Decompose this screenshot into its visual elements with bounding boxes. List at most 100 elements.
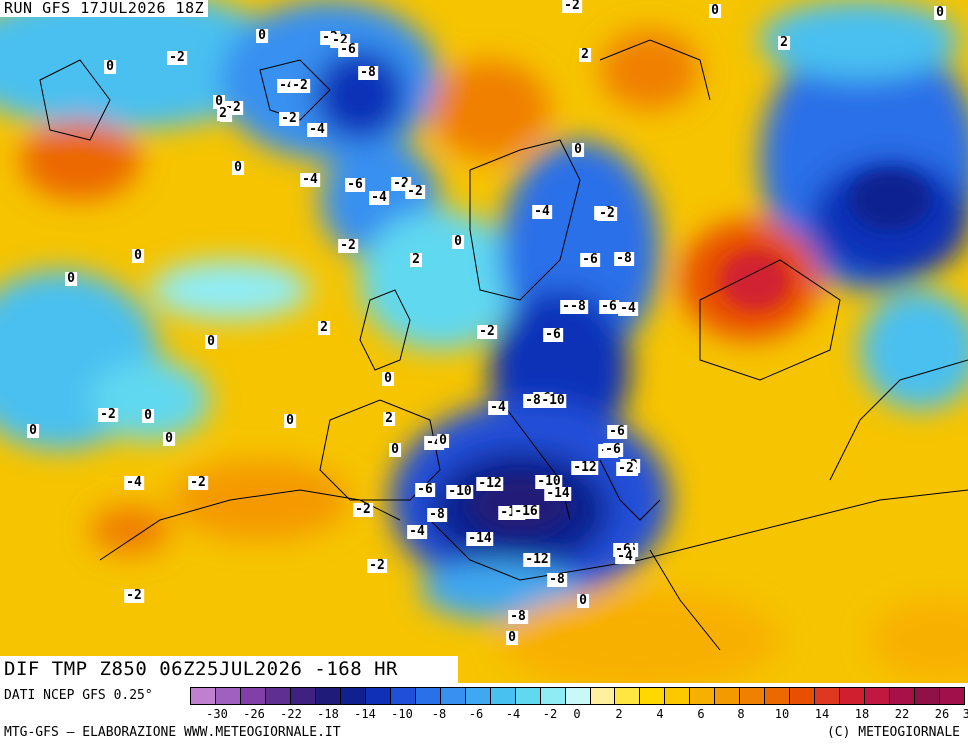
contour-label: 0	[163, 431, 175, 446]
contour-label: -4	[369, 190, 389, 205]
contour-label: -6	[580, 252, 600, 267]
legend-tick-label: 6	[697, 707, 705, 721]
legend-tick-label: -22	[280, 707, 302, 721]
contour-label: 0	[709, 3, 721, 18]
contour-label: 0	[256, 28, 268, 43]
anomaly-field	[0, 0, 968, 683]
contour-label: -8	[358, 65, 378, 80]
contour-label: 2	[410, 252, 422, 267]
contour-label: -14	[466, 531, 494, 546]
legend-tick-label: 10	[774, 707, 790, 721]
contour-label: -4	[407, 524, 427, 539]
contour-label: 0	[132, 248, 144, 263]
contour-label: -10	[535, 474, 563, 489]
legend-tick-label: -4	[505, 707, 521, 721]
footer: DATI NCEP GFS 0.25° -30 -26 -22 -18 -14 -10 -8…	[0, 683, 968, 745]
legend-swatch	[615, 688, 641, 704]
legend-swatch	[740, 688, 766, 704]
legend-swatch	[191, 688, 216, 704]
contour-label: -12	[523, 552, 551, 567]
legend-swatch	[665, 688, 691, 704]
legend-swatch	[315, 688, 341, 704]
contour-label: 2	[318, 320, 330, 335]
contour-label: -6	[345, 177, 365, 192]
legend-swatch	[215, 688, 241, 704]
contour-label: -4	[488, 400, 508, 415]
contour-label: -10	[446, 484, 474, 499]
legend-swatch	[640, 688, 666, 704]
contour-label: 0	[577, 593, 589, 608]
data-source-label: DATI NCEP GFS 0.25°	[4, 688, 153, 703]
legend-swatch	[865, 688, 891, 704]
legend-swatch	[390, 688, 416, 704]
legend-swatch	[765, 688, 791, 704]
contour-label: -8	[427, 507, 447, 522]
contour-label: 2	[383, 411, 395, 426]
contour-label: -8	[547, 572, 567, 587]
contour-label: 0	[232, 160, 244, 175]
legend-swatch	[490, 688, 516, 704]
legend-swatch	[465, 688, 491, 704]
color-scale-ticks: -30 -26 -22 -18 -14 -10 -8 -6 -4 -2 0 2 4 6 8 10 14 18 22 2…	[190, 707, 968, 723]
contour-label: 2	[579, 47, 591, 62]
legend-tick-label: -2	[542, 707, 558, 721]
legend-swatch	[890, 688, 916, 704]
legend-swatch	[690, 688, 716, 704]
contour-label: -6	[603, 442, 623, 457]
contour-label: 0	[27, 423, 39, 438]
legend-tick-label: 4	[656, 707, 664, 721]
contour-label: -6	[338, 42, 358, 57]
contour-label: -2	[338, 238, 358, 253]
legend-tick-label: 0	[573, 707, 581, 721]
legend-swatch	[540, 688, 566, 704]
contour-label: -8	[508, 609, 528, 624]
contour-label: 2	[217, 106, 229, 121]
contour-label: -6	[543, 327, 563, 342]
legend-tick-label: 18	[854, 707, 870, 721]
contour-label: -6	[415, 482, 435, 497]
contour-label: 0	[205, 334, 217, 349]
legend-swatch	[815, 688, 841, 704]
legend-tick-label: 30	[962, 707, 968, 721]
contour-label: 0	[572, 142, 584, 157]
contour-label: -2	[124, 588, 144, 603]
legend-swatch	[440, 688, 466, 704]
contour-label: 0	[437, 433, 449, 448]
legend-swatch	[515, 688, 541, 704]
legend-tick-label: -14	[354, 707, 376, 721]
contour-label: -14	[544, 486, 572, 501]
legend-swatch	[840, 688, 866, 704]
contour-label: 0	[389, 442, 401, 457]
contour-label: -2	[405, 184, 425, 199]
legend-swatch	[265, 688, 291, 704]
legend-tick-label: -6	[468, 707, 484, 721]
contour-label: -2	[597, 206, 617, 221]
contour-label: -16	[512, 504, 540, 519]
legend-tick-label: 26	[934, 707, 950, 721]
contour-label: 0	[382, 371, 394, 386]
contour-label: 0	[65, 271, 77, 286]
contour-label: -4	[615, 549, 635, 564]
contour-label: -8	[568, 299, 588, 314]
contour-label: -2	[279, 111, 299, 126]
legend-swatch	[915, 688, 941, 704]
contour-label: -2	[477, 324, 497, 339]
map-title: DIF TMP Z850 06Z25JUL2026 -168 HR	[0, 656, 458, 683]
legend-tick-label: 22	[894, 707, 910, 721]
credit-left: MTG-GFS – ELABORAZIONE WWW.METEOGIORNALE…	[4, 725, 341, 740]
contour-label: -8	[614, 251, 634, 266]
legend-swatch	[340, 688, 366, 704]
legend-swatch	[715, 688, 741, 704]
contour-label: -4	[307, 122, 327, 137]
contour-label: -10	[539, 393, 567, 408]
contour-label: 0	[104, 59, 116, 74]
legend-swatch	[565, 688, 591, 704]
contour-label: -2	[353, 502, 373, 517]
credit-right: (C) METEOGIORNALE	[826, 725, 960, 740]
contour-label: -2	[562, 0, 582, 13]
contour-label: 0	[142, 408, 154, 423]
legend-swatch	[790, 688, 816, 704]
temperature-anomaly-map: RUN GFS 17JUL2026 18Z 0-2-2-6-8-20-4-2-4…	[0, 0, 968, 683]
contour-label: 0	[506, 630, 518, 645]
legend-tick-label: -8	[431, 707, 447, 721]
